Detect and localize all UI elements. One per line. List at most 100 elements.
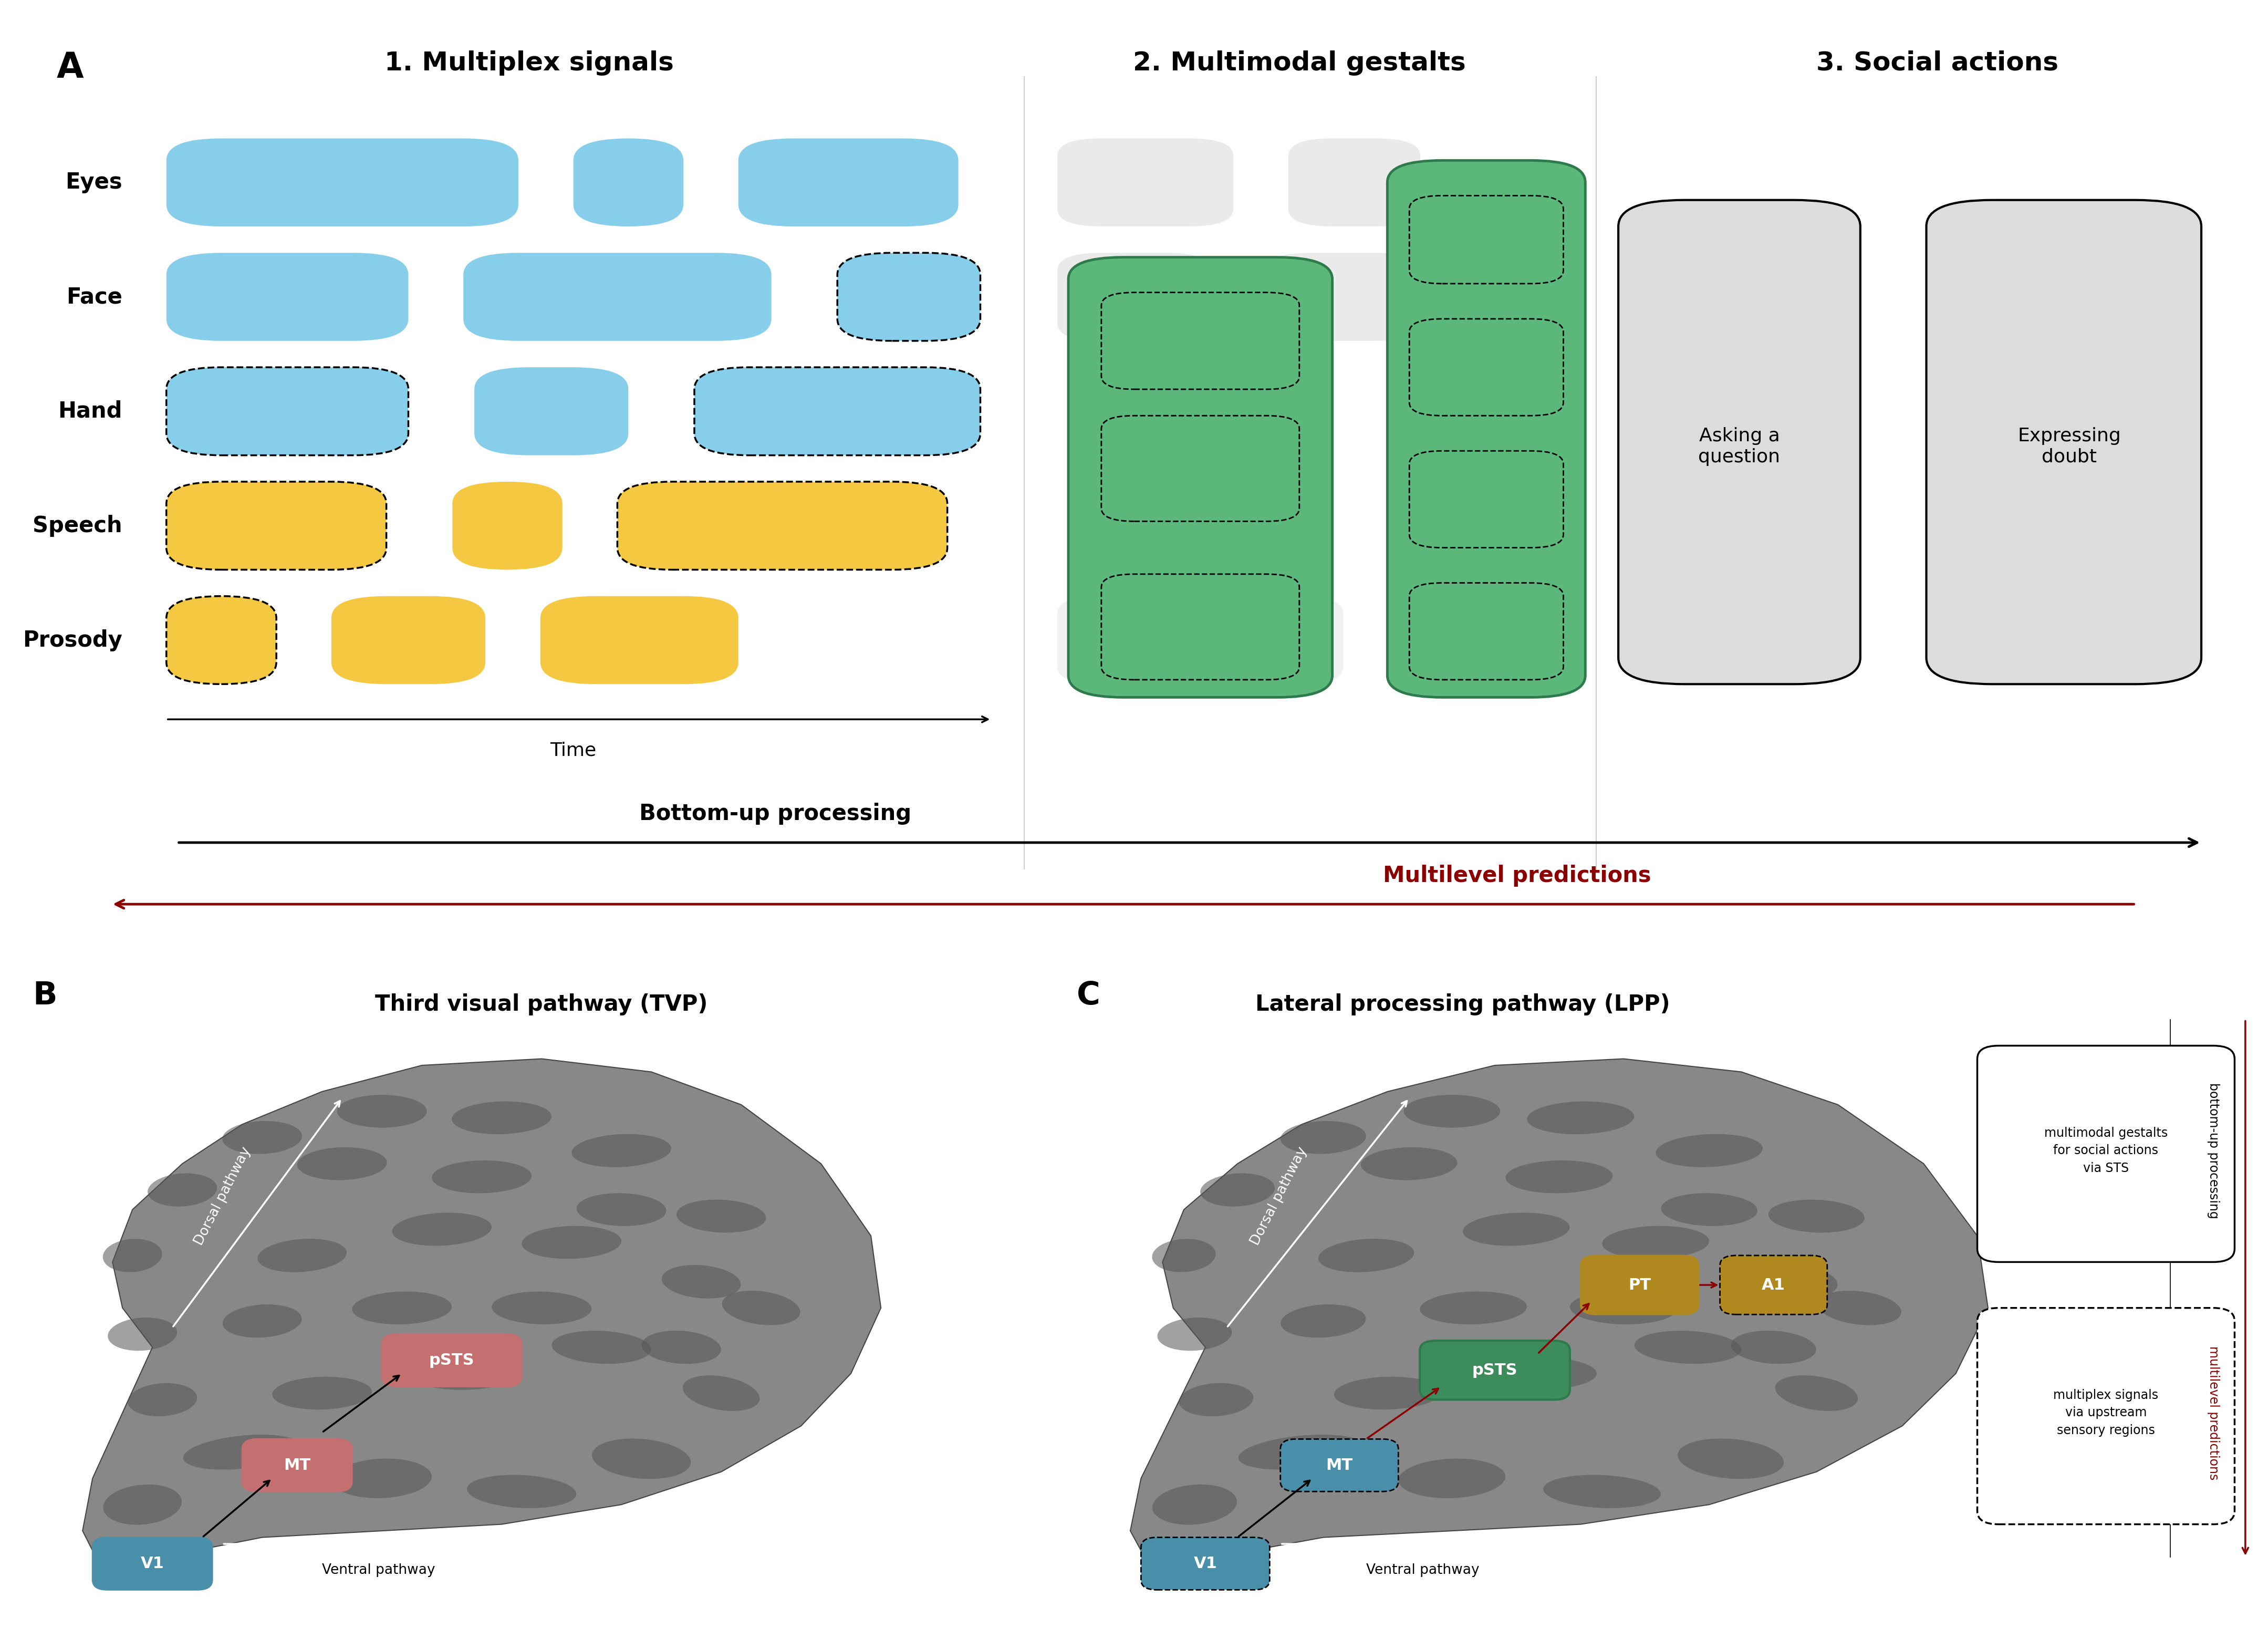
- FancyBboxPatch shape: [166, 482, 386, 570]
- Text: Expressing
doubt: Expressing doubt: [2019, 428, 2121, 465]
- Text: PT: PT: [1628, 1277, 1651, 1293]
- FancyBboxPatch shape: [1281, 1439, 1399, 1491]
- Ellipse shape: [1281, 1305, 1365, 1337]
- FancyBboxPatch shape: [1420, 1341, 1569, 1400]
- Ellipse shape: [184, 1434, 302, 1470]
- FancyBboxPatch shape: [1408, 451, 1563, 547]
- Ellipse shape: [1506, 1160, 1613, 1193]
- Ellipse shape: [1399, 1459, 1506, 1498]
- FancyBboxPatch shape: [739, 138, 959, 226]
- FancyBboxPatch shape: [1234, 597, 1343, 683]
- Ellipse shape: [352, 1292, 451, 1324]
- Ellipse shape: [642, 1331, 721, 1364]
- Ellipse shape: [572, 1134, 671, 1167]
- Ellipse shape: [592, 1439, 692, 1478]
- FancyBboxPatch shape: [1408, 320, 1563, 416]
- Text: Asking a
question: Asking a question: [1699, 428, 1780, 465]
- Ellipse shape: [109, 1318, 177, 1351]
- FancyBboxPatch shape: [1388, 161, 1585, 697]
- FancyBboxPatch shape: [1102, 574, 1300, 680]
- Ellipse shape: [147, 1174, 218, 1206]
- Ellipse shape: [683, 1375, 760, 1411]
- FancyBboxPatch shape: [1978, 1046, 2234, 1262]
- Ellipse shape: [1678, 1439, 1783, 1478]
- FancyBboxPatch shape: [1619, 200, 1860, 683]
- FancyBboxPatch shape: [166, 138, 519, 226]
- Ellipse shape: [1753, 1265, 1837, 1298]
- Text: MT: MT: [1327, 1457, 1352, 1473]
- Ellipse shape: [1152, 1485, 1236, 1524]
- Text: Face: Face: [66, 285, 122, 308]
- FancyBboxPatch shape: [1057, 138, 1234, 226]
- FancyBboxPatch shape: [1266, 252, 1420, 341]
- FancyBboxPatch shape: [1141, 1537, 1270, 1590]
- Text: Lateral processing pathway (LPP): Lateral processing pathway (LPP): [1254, 993, 1669, 1015]
- Ellipse shape: [576, 1193, 667, 1226]
- FancyBboxPatch shape: [474, 367, 628, 456]
- Ellipse shape: [1542, 1475, 1660, 1508]
- FancyBboxPatch shape: [381, 1334, 522, 1387]
- Ellipse shape: [1635, 1331, 1742, 1364]
- Text: Hand: Hand: [59, 400, 122, 423]
- FancyBboxPatch shape: [1408, 195, 1563, 284]
- Text: multimodal gestalts
for social actions
via STS: multimodal gestalts for social actions v…: [2043, 1126, 2168, 1175]
- Ellipse shape: [492, 1292, 592, 1324]
- Text: V1: V1: [141, 1555, 163, 1572]
- Ellipse shape: [102, 1239, 161, 1272]
- Ellipse shape: [1601, 1226, 1710, 1259]
- Text: Ventral pathway: Ventral pathway: [322, 1564, 435, 1577]
- FancyBboxPatch shape: [1057, 597, 1179, 683]
- Text: Eyes: Eyes: [66, 172, 122, 193]
- Text: Third visual pathway (TVP): Third visual pathway (TVP): [374, 993, 708, 1015]
- Text: C: C: [1077, 980, 1100, 1011]
- FancyBboxPatch shape: [1978, 1308, 2234, 1524]
- Text: multilevel predictions: multilevel predictions: [2207, 1346, 2220, 1480]
- FancyBboxPatch shape: [1057, 252, 1211, 341]
- Ellipse shape: [1179, 1383, 1254, 1416]
- Text: V1: V1: [1193, 1555, 1218, 1572]
- FancyBboxPatch shape: [574, 138, 683, 226]
- FancyBboxPatch shape: [166, 252, 408, 341]
- Ellipse shape: [1420, 1292, 1526, 1324]
- Ellipse shape: [1361, 1147, 1458, 1180]
- Text: Ventral pathway: Ventral pathway: [1365, 1564, 1479, 1577]
- Text: Prosody: Prosody: [23, 629, 122, 651]
- Ellipse shape: [222, 1121, 302, 1154]
- Ellipse shape: [721, 1290, 801, 1326]
- FancyBboxPatch shape: [540, 597, 739, 683]
- Ellipse shape: [1769, 1200, 1864, 1233]
- Ellipse shape: [406, 1357, 517, 1390]
- FancyBboxPatch shape: [166, 597, 277, 683]
- Ellipse shape: [338, 1095, 426, 1128]
- Ellipse shape: [676, 1200, 767, 1233]
- Ellipse shape: [431, 1160, 531, 1193]
- Text: Bottom-up processing: Bottom-up processing: [640, 803, 912, 824]
- Text: 1. Multiplex signals: 1. Multiplex signals: [386, 51, 674, 75]
- FancyBboxPatch shape: [1288, 138, 1420, 226]
- Ellipse shape: [1318, 1239, 1413, 1272]
- Ellipse shape: [1817, 1290, 1901, 1326]
- FancyBboxPatch shape: [1102, 416, 1300, 521]
- Ellipse shape: [272, 1377, 372, 1410]
- Ellipse shape: [1238, 1434, 1365, 1470]
- Ellipse shape: [127, 1383, 197, 1416]
- FancyBboxPatch shape: [1581, 1255, 1699, 1314]
- Ellipse shape: [1200, 1174, 1275, 1206]
- FancyBboxPatch shape: [1408, 583, 1563, 680]
- Ellipse shape: [1463, 1213, 1569, 1246]
- FancyBboxPatch shape: [1926, 200, 2202, 683]
- FancyBboxPatch shape: [1719, 1255, 1828, 1314]
- Ellipse shape: [102, 1485, 181, 1524]
- Ellipse shape: [451, 1101, 551, 1134]
- Ellipse shape: [1656, 1134, 1762, 1167]
- FancyBboxPatch shape: [463, 252, 771, 341]
- Text: A1: A1: [1762, 1277, 1785, 1293]
- FancyBboxPatch shape: [1102, 292, 1300, 390]
- Ellipse shape: [259, 1239, 347, 1272]
- Text: bottom-up processing: bottom-up processing: [2207, 1083, 2220, 1218]
- Polygon shape: [1129, 1059, 1989, 1570]
- Ellipse shape: [297, 1147, 388, 1180]
- Ellipse shape: [1776, 1375, 1857, 1411]
- Text: pSTS: pSTS: [1472, 1362, 1517, 1378]
- Text: 2. Multimodal gestalts: 2. Multimodal gestalts: [1134, 51, 1465, 75]
